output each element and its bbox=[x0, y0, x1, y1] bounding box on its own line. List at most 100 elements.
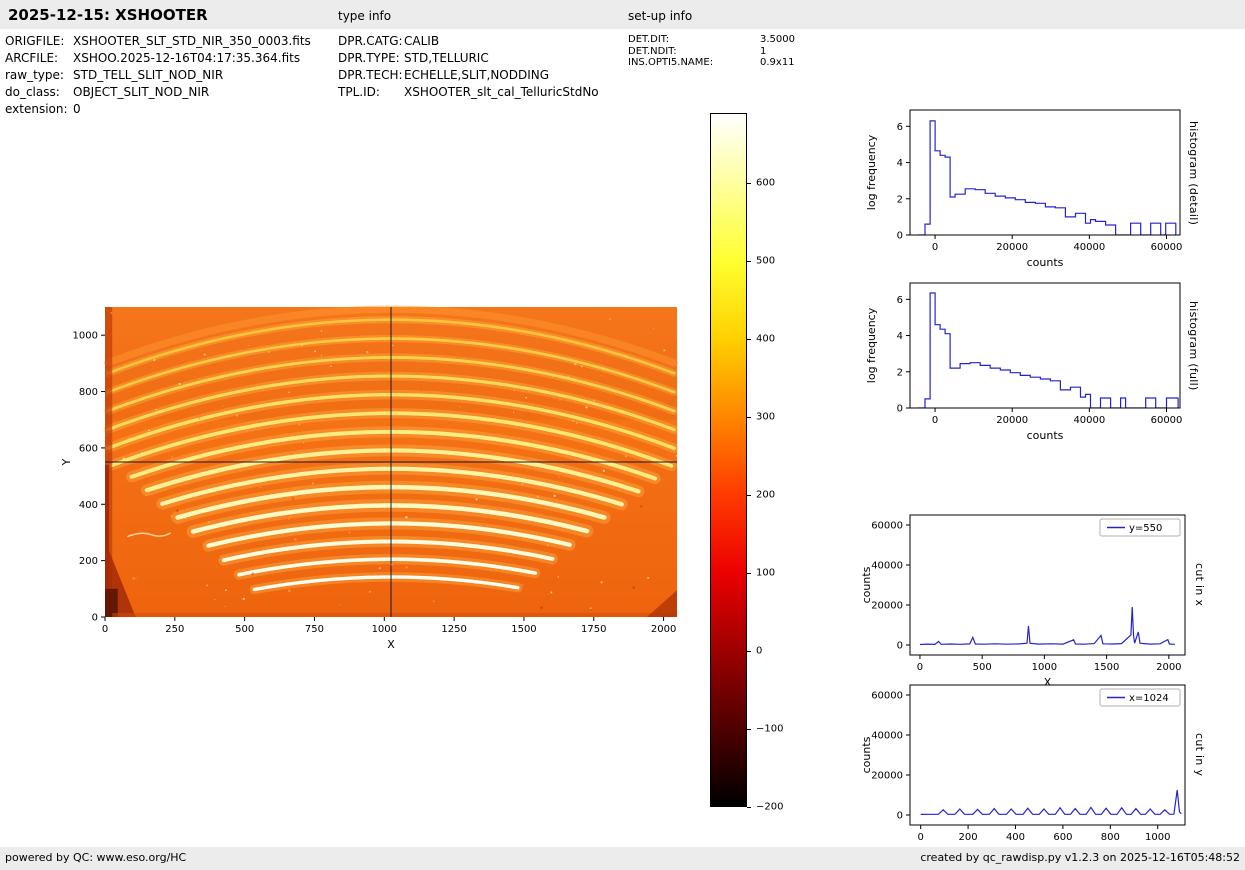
colorbar-tick-label: 500 bbox=[756, 255, 776, 267]
field-row: TPL.ID: XSHOOTER_slt_cal_TelluricStdNo bbox=[338, 84, 599, 101]
x-tick-label: 800 bbox=[1101, 832, 1120, 843]
x-tick-label: 40000 bbox=[1073, 242, 1105, 253]
colorbar-tick bbox=[747, 339, 751, 341]
field-value: OBJECT_SLIT_NOD_NIR bbox=[73, 85, 210, 99]
data-line bbox=[919, 606, 1175, 646]
y-tick-label: 4 bbox=[897, 331, 903, 342]
y-tick-label: 40000 bbox=[871, 731, 903, 742]
type-info-heading: type info bbox=[338, 9, 392, 23]
x-tick-label: 400 bbox=[1006, 832, 1025, 843]
field-value: 0 bbox=[73, 102, 81, 116]
field-value: 0.9x11 bbox=[760, 57, 795, 68]
field-value: ECHELLE,SLIT,NODDING bbox=[404, 68, 550, 82]
colorbar-tick-label: 300 bbox=[756, 411, 776, 423]
y-axis-label: counts bbox=[860, 736, 873, 773]
header-bar: 2025-12-15: XSHOOTER type info set-up in… bbox=[0, 0, 1245, 29]
x-tick-label: 1250 bbox=[441, 624, 466, 635]
y-axis-label: log frequency bbox=[865, 134, 878, 210]
x-tick-label: 600 bbox=[1053, 832, 1072, 843]
y-tick-label: 600 bbox=[79, 443, 98, 454]
colorbar-tick bbox=[747, 417, 751, 419]
data-line bbox=[920, 789, 1182, 815]
x-axis-label: X bbox=[387, 638, 395, 651]
x-tick-label: 2000 bbox=[651, 624, 676, 635]
data-line bbox=[917, 292, 1179, 408]
y-axis-label: counts bbox=[860, 566, 873, 603]
plot-frame bbox=[909, 282, 1181, 409]
colorbar-tick bbox=[747, 183, 751, 185]
x-tick-label: 0 bbox=[917, 832, 923, 843]
histogram-detail-side-label: histogram (detail) bbox=[1187, 120, 1200, 226]
field-label: do_class: bbox=[5, 85, 60, 99]
file-info-list: ORIGFILE: XSHOOTER_SLT_STD_NIR_350_0003.f… bbox=[5, 33, 311, 118]
x-axis-label: counts bbox=[1027, 256, 1064, 269]
x-tick-label: 40000 bbox=[1073, 415, 1105, 426]
colorbar-tick-label: −200 bbox=[756, 801, 784, 813]
field-label: INS.OPTI5.NAME: bbox=[628, 57, 714, 68]
field-row: DPR.TECH: ECHELLE,SLIT,NODDING bbox=[338, 67, 599, 84]
histogram-full-plot: 0 20000 40000 60000 0 2 4 6 counts log frequency bbox=[865, 282, 1183, 442]
colorbar-tick-label: 600 bbox=[756, 177, 776, 189]
field-value: CALIB bbox=[404, 34, 440, 48]
field-label: ORIGFILE: bbox=[5, 34, 65, 48]
field-label: DPR.TYPE: bbox=[338, 51, 400, 65]
field-value: STD,TELLURIC bbox=[404, 51, 489, 65]
x-tick-label: 1000 bbox=[372, 624, 397, 635]
y-tick-label: 40000 bbox=[871, 561, 903, 572]
colorbar-gradient bbox=[710, 113, 747, 807]
y-tick-label: 4 bbox=[897, 158, 903, 169]
y-axis-label: Y bbox=[60, 458, 73, 466]
field-row: do_class: OBJECT_SLIT_NOD_NIR bbox=[5, 84, 311, 101]
colorbar-tick bbox=[747, 729, 751, 731]
field-row: extension: 0 bbox=[5, 101, 311, 118]
colorbar-tick bbox=[747, 573, 751, 575]
x-axis-label: X bbox=[1044, 676, 1052, 689]
image-artifact bbox=[127, 532, 171, 538]
y-tick-label: 0 bbox=[897, 641, 903, 652]
x-tick-label: 20000 bbox=[996, 415, 1028, 426]
field-row: raw_type: STD_TELL_SLIT_NOD_NIR bbox=[5, 67, 311, 84]
type-info-list: DPR.CATG: CALIB DPR.TYPE: STD,TELLURIC DPR.T… bbox=[338, 33, 599, 101]
legend-label: y=550 bbox=[1129, 523, 1162, 534]
field-label: ARCFILE: bbox=[5, 51, 59, 65]
field-value: 3.5000 bbox=[760, 34, 795, 45]
field-row: DPR.TYPE: STD,TELLURIC bbox=[338, 50, 599, 67]
field-row: DPR.CATG: CALIB bbox=[338, 33, 599, 50]
footer-bar: powered by QC: www.eso.org/HC created by… bbox=[0, 847, 1245, 870]
x-tick-label: 20000 bbox=[996, 242, 1028, 253]
colorbar-tick-label: −100 bbox=[756, 723, 784, 735]
echelle-order-arc bbox=[160, 466, 624, 507]
y-tick-label: 1000 bbox=[73, 331, 98, 342]
y-tick-label: 60000 bbox=[871, 691, 903, 702]
field-row: ARCFILE: XSHOO.2025-12-16T04:17:35.364.fi… bbox=[5, 50, 311, 67]
field-label: raw_type: bbox=[5, 68, 64, 82]
data-line bbox=[917, 120, 1177, 235]
field-value: XSHOO.2025-12-16T04:17:35.364.fits bbox=[73, 51, 301, 65]
field-row: INS.OPTI5.NAME: 0.9x11 bbox=[628, 57, 795, 69]
raw-image-panel: 0 250 500 750 1000 1250 1500 1750 2000 0 200 400 600… bbox=[60, 301, 690, 662]
y-tick-label: 20000 bbox=[871, 601, 903, 612]
field-value: XSHOOTER_slt_cal_TelluricStdNo bbox=[404, 85, 599, 99]
cut-in-y-side-label: cut in y bbox=[1193, 733, 1206, 777]
colorbar-tick bbox=[747, 651, 751, 653]
echelle-order-arc bbox=[221, 539, 555, 563]
y-tick-label: 2 bbox=[897, 367, 903, 378]
y-tick-label: 0 bbox=[92, 613, 98, 624]
x-tick-label: 60000 bbox=[1151, 415, 1183, 426]
colorbar-tick-label: 0 bbox=[756, 645, 763, 657]
x-tick-label: 200 bbox=[959, 832, 978, 843]
legend-box bbox=[1099, 688, 1181, 707]
histogram-detail-panel: 0 20000 40000 60000 0 2 4 6 counts log frequency bbox=[865, 102, 1188, 275]
field-label: DPR.CATG: bbox=[338, 34, 403, 48]
histogram-full-side-label: histogram (full) bbox=[1187, 301, 1200, 391]
x-tick-label: 1750 bbox=[581, 624, 606, 635]
x-tick-label: 500 bbox=[973, 662, 992, 673]
x-tick-label: 1500 bbox=[1094, 662, 1119, 673]
x-tick-label: 1000 bbox=[1032, 662, 1057, 673]
raw-image-plot: 0 250 500 750 1000 1250 1500 1750 2000 0 200 400 600… bbox=[60, 305, 679, 651]
colorbar-tick-label: 200 bbox=[756, 489, 776, 501]
x-tick-label: 1500 bbox=[511, 624, 536, 635]
y-tick-label: 0 bbox=[897, 404, 903, 415]
y-tick-label: 6 bbox=[897, 295, 903, 306]
